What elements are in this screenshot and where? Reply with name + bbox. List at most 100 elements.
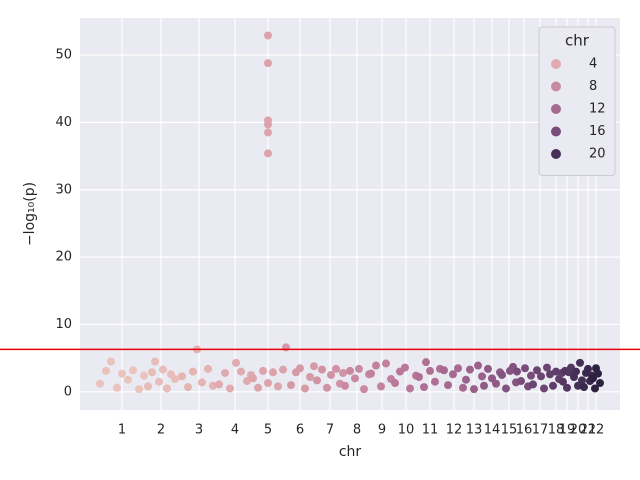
point [279,365,287,374]
point [498,370,506,379]
point [589,374,597,383]
x-tick-label: 4 [231,423,239,438]
point [360,385,368,394]
x-tick-label: 6 [296,423,304,438]
point [151,357,159,366]
plot-area [80,18,620,410]
point [243,377,251,386]
point [470,385,478,394]
point [346,366,354,375]
point [323,383,331,392]
x-tick-label: 21 [580,423,597,438]
legend-label: 8 [589,79,597,94]
point [341,381,349,390]
point [367,369,375,378]
point [355,364,363,373]
y-tick-label: 30 [55,182,72,197]
point [124,375,132,384]
point [377,382,385,391]
point [113,383,121,392]
point [232,358,240,367]
point [563,383,571,392]
point [264,59,272,68]
y-tick-label: 40 [55,115,72,130]
point [549,381,557,390]
legend-title: chr [565,32,590,50]
x-tick-label: 22 [588,423,605,438]
grid [80,18,620,410]
point [444,381,452,390]
point [221,368,229,377]
x-tick-label: 10 [398,423,415,438]
point [449,370,457,379]
point [287,381,295,390]
point [426,366,434,375]
point [189,367,197,376]
point [466,365,474,374]
point [129,366,137,375]
point [178,372,186,381]
point [318,365,326,374]
y-tick-label: 50 [55,48,72,63]
point [327,370,335,379]
point [102,366,110,375]
point [420,383,428,392]
point [209,381,217,390]
point [552,367,560,376]
x-axis-label: chr [339,444,362,460]
point [382,359,390,368]
x-tick-label: 15 [501,423,518,438]
point [313,376,321,385]
legend-label: 16 [589,124,606,139]
point [144,382,152,391]
point [306,372,314,381]
point [440,366,448,375]
point [372,361,380,370]
x-tick-label: 13 [466,423,483,438]
y-axis-label: −log₁₀(p) [22,182,38,246]
point [259,366,267,375]
legend-marker [551,81,561,92]
point [454,364,462,373]
point [578,376,586,385]
point [171,375,179,384]
point [301,384,309,393]
x-tick-label: 17 [532,423,549,438]
x-tick-label: 7 [326,423,334,438]
point [107,357,115,366]
x-tick-label: 12 [446,423,463,438]
x-tick-label: 18 [548,423,565,438]
legend-label: 4 [589,57,597,72]
point [559,377,567,386]
point [478,372,486,381]
point [215,380,223,389]
point [401,363,409,372]
x-tick-label: 5 [264,423,272,438]
point [332,364,340,373]
point [140,371,148,380]
point [513,367,521,376]
point [198,378,206,387]
point [537,372,545,381]
point [184,383,192,392]
point [529,380,537,389]
legend-marker [551,126,561,137]
legend: chr 4 8 12 16 20 [538,26,616,176]
point [339,368,347,377]
x-tick-label: 19 [559,423,576,438]
point [204,364,212,373]
point [296,364,304,373]
point [163,384,171,393]
point [118,369,126,378]
point [572,367,580,376]
point [596,379,604,388]
legend-label: 20 [589,147,606,162]
point [264,128,272,137]
y-tick-label: 10 [55,317,72,332]
y-tick-label: 20 [55,250,72,265]
point [540,384,548,393]
x-tick-label: 1 [118,423,126,438]
point [264,31,272,40]
point [264,120,272,129]
x-tick-label: 8 [353,423,361,438]
